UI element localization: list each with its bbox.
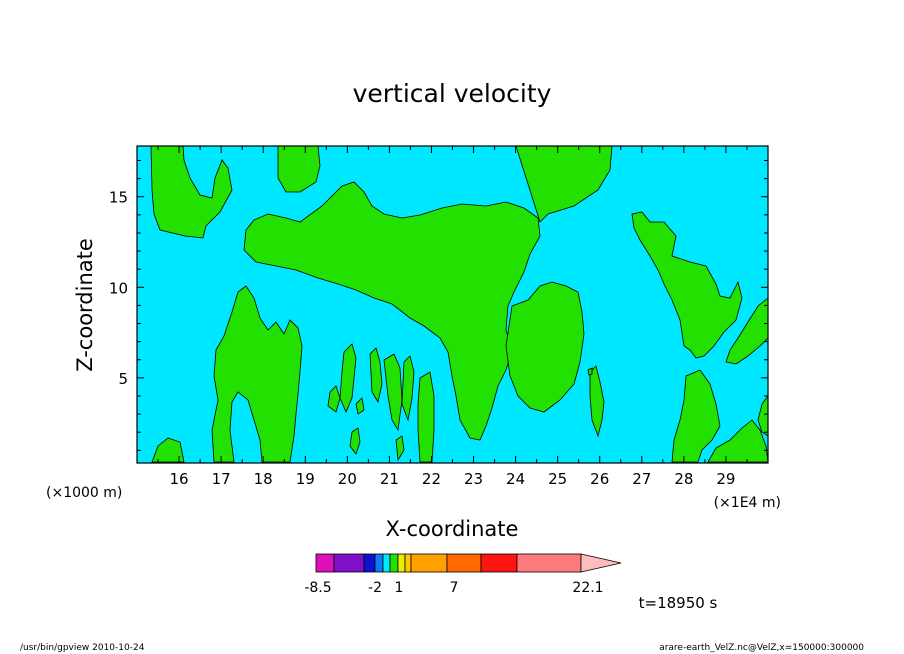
chart-title: vertical velocity [353,79,552,108]
region-top-right [515,145,613,223]
x-tick-label: 22 [422,470,441,488]
x-tick-label: 23 [464,470,483,488]
x-tick-label: 20 [338,470,357,488]
region-right-center [505,281,585,413]
region-mid-blob-g [349,427,361,455]
colorbar-segment [404,553,412,573]
region-mid-blob-b [327,385,341,413]
positive-regions [150,145,769,463]
contour-field [136,145,769,464]
y-tick-label: 15 [109,189,128,207]
x-axis-label: X-coordinate [386,517,519,541]
x-tick-label: 19 [296,470,315,488]
x-tick-label: 18 [254,470,273,488]
y-axis-ticks [137,159,768,451]
region-right-edge [725,297,769,365]
region-sliver-a [589,365,605,438]
x-tick-label: 25 [548,470,567,488]
y-axis-tick-labels: 5 10 15 [109,189,128,388]
colorbar-segment [480,553,518,573]
y-axis-label: Z-coordinate [73,238,97,372]
x-axis-tick-labels: 16 17 18 19 20 21 22 23 24 25 26 27 28 29 [170,470,736,488]
footer-left: /usr/bin/gpview 2010-10-24 [20,643,145,653]
y-unit-label: (×1000 m) [46,485,122,501]
x-tick-label: 16 [170,470,189,488]
colorbar-label: 22.1 [572,580,603,596]
region-top-mid [277,145,321,193]
colorbar-arrow [580,553,622,573]
region-mid-blob-a [339,343,357,414]
region-right-bottom-edge [707,419,769,463]
region-right-tall [631,211,743,359]
region-mid-blob-f [417,371,435,463]
colorbar-segment [410,553,448,573]
region-sliver-b [587,367,593,376]
x-tick-label: 29 [716,470,735,488]
x-tick-label: 24 [506,470,525,488]
region-right-lower [671,369,721,463]
colorbar-label: 1 [395,580,404,596]
colorbar-segment [382,553,391,573]
x-axis-ticks [136,146,769,463]
x-tick-label: 27 [632,470,651,488]
colorbar-segment [397,553,406,573]
x-tick-label: 28 [674,470,693,488]
x-tick-label: 17 [212,470,231,488]
x-tick-label: 21 [380,470,399,488]
colorbar-segment [363,553,376,573]
colorbar-segment [446,553,482,573]
region-top-left [150,145,233,239]
colorbar-segment [333,553,365,573]
colorbar-label: -2 [368,580,382,596]
region-left-lower [211,285,303,463]
region-mid-blob-c [369,347,383,404]
region-mid-blob-d [383,353,403,432]
colorbar-labels: -8.5 -2 1 7 22.1 [304,580,603,596]
region-mid-blob-e [401,355,415,422]
y-tick-label: 5 [118,370,128,388]
time-label: t=18950 s [639,594,718,612]
x-unit-label: (×1E4 m) [714,495,781,511]
colorbar-label: -8.5 [304,580,331,596]
colorbar-segment [374,553,384,573]
region-mid-blob-h [395,435,405,462]
colorbar-label: 7 [450,580,459,596]
colorbar-segment [315,553,335,573]
region-central [243,181,541,441]
colorbar-segment [389,553,399,573]
colorbar [315,553,622,573]
footer-right: arare-earth_VelZ.nc@VelZ,x=150000:300000 [659,643,864,653]
x-tick-label: 26 [590,470,609,488]
y-tick-label: 10 [109,279,128,297]
colorbar-segment [516,553,582,573]
region-mid-blob-i [355,397,365,415]
